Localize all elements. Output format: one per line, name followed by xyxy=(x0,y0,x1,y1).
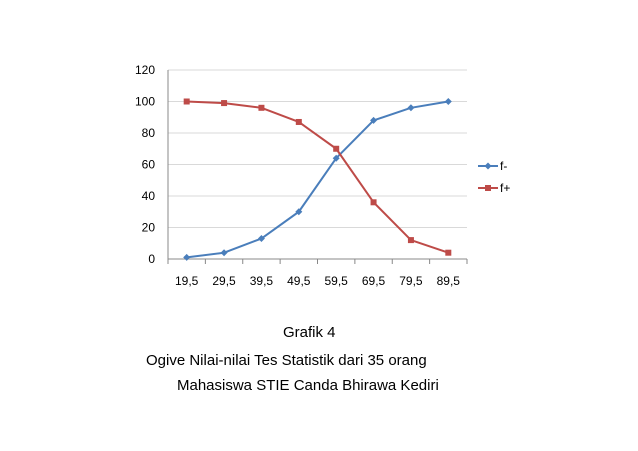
y-tick-label: 60 xyxy=(142,158,156,172)
figure-title-line-2: Mahasiswa STIE Canda Bhirawa Kediri xyxy=(177,377,439,394)
data-point xyxy=(221,100,228,107)
legend-marker xyxy=(485,185,491,191)
data-point xyxy=(183,253,191,261)
data-point xyxy=(407,104,415,112)
y-tick-label: 40 xyxy=(142,189,156,203)
data-point xyxy=(183,98,190,105)
x-tick-label: 49,5 xyxy=(287,274,311,288)
y-tick-label: 0 xyxy=(148,252,155,266)
legend: f-f+ xyxy=(478,159,510,195)
x-tick-label: 69,5 xyxy=(362,274,386,288)
x-tick-label: 59,5 xyxy=(325,274,349,288)
figure-title-line-1: Ogive Nilai-nilai Tes Statistik dari 35 … xyxy=(146,352,427,369)
y-tick-label: 80 xyxy=(142,126,156,140)
data-point xyxy=(370,116,378,124)
x-tick-label: 19,5 xyxy=(175,274,199,288)
series-lines xyxy=(183,98,452,261)
data-point xyxy=(332,154,340,162)
gridlines xyxy=(168,69,467,228)
legend-label: f+ xyxy=(500,181,510,195)
data-point xyxy=(445,249,452,256)
data-point xyxy=(258,104,265,111)
data-point xyxy=(444,98,452,105)
x-axis: 19,5 29,5 39,5 49,5 59,5 69,5 79,5 89,5 xyxy=(167,258,468,288)
y-axis: 0 20 40 60 80 100 120 xyxy=(135,63,169,266)
figure-number: Grafik 4 xyxy=(283,324,336,341)
x-tick-label: 89,5 xyxy=(437,274,461,288)
data-point xyxy=(295,118,302,125)
series-line-f-plus xyxy=(186,100,449,254)
y-tick-label: 20 xyxy=(142,221,156,235)
data-point xyxy=(333,145,340,152)
y-tick-label: 100 xyxy=(135,95,155,109)
y-tick-label: 120 xyxy=(135,63,155,77)
x-tick-label: 79,5 xyxy=(399,274,423,288)
legend-label: f- xyxy=(500,159,507,173)
data-point xyxy=(407,237,414,244)
data-point xyxy=(220,249,228,257)
series-line-f-minus xyxy=(186,100,449,259)
data-point xyxy=(370,199,377,206)
ogive-chart: 0 20 40 60 80 100 120 19,5 29,5 39,5 49,5 59,5 69,5… xyxy=(135,63,510,288)
x-tick-label: 39,5 xyxy=(250,274,274,288)
x-tick-label: 29,5 xyxy=(212,274,236,288)
legend-marker xyxy=(484,162,492,170)
data-point xyxy=(257,235,265,243)
data-point xyxy=(295,208,303,216)
